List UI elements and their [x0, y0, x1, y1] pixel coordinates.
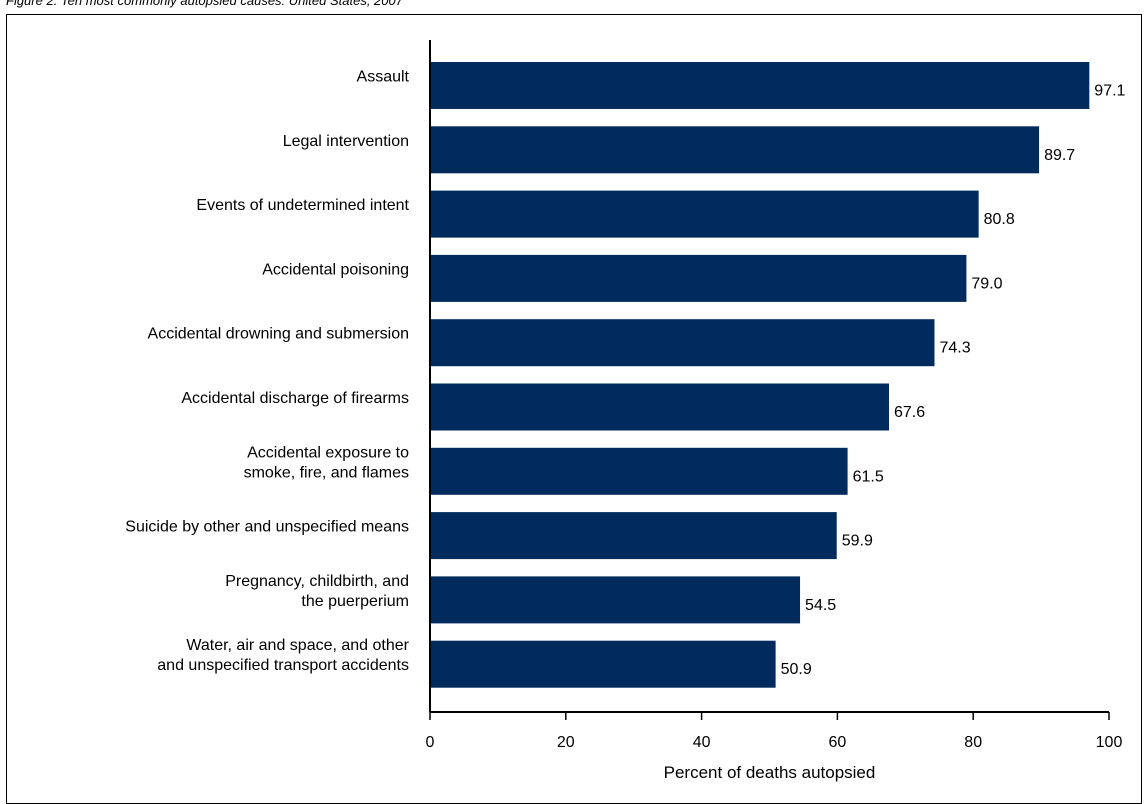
data-label: 97.1: [1094, 83, 1125, 100]
category-label: Water, air and space, and other and unspe…: [157, 637, 409, 674]
data-label: 50.9: [781, 661, 812, 678]
bar: [430, 62, 1090, 109]
category-label: Suicide by other and unspecified means: [125, 519, 409, 536]
category-label: Accidental drowning and submersion: [148, 326, 409, 343]
category-label: Events of undetermined intent: [196, 197, 409, 214]
category-label: Accidental exposure to smoke, fire, and f…: [244, 444, 410, 481]
category-label: Assault: [357, 69, 410, 86]
bar: [430, 576, 801, 624]
category-label: Legal intervention: [283, 133, 409, 150]
bar: [430, 447, 848, 495]
x-tick-label: 60: [829, 734, 847, 751]
x-tick-label: 80: [964, 734, 982, 751]
data-label: 80.8: [984, 211, 1015, 228]
data-label: 67.6: [894, 404, 925, 421]
data-label: 61.5: [853, 468, 884, 485]
x-tick-label: 100: [1096, 734, 1123, 751]
bar: [430, 383, 890, 431]
figure-caption: Figure 2. Ten most commonly autopsied ca…: [6, 0, 403, 8]
data-label: 79.0: [971, 275, 1002, 292]
x-tick-label: 20: [557, 734, 575, 751]
category-label: Accidental discharge of firearms: [181, 390, 409, 407]
bar: [430, 254, 967, 302]
bar: [430, 512, 837, 560]
x-tick-label: 40: [693, 734, 711, 751]
bar: [430, 190, 979, 238]
bar: [430, 640, 776, 688]
bar: [430, 126, 1040, 174]
data-label: 89.7: [1044, 147, 1075, 164]
category-label: Accidental poisoning: [262, 261, 409, 278]
data-label: 74.3: [939, 340, 970, 357]
x-axis-title: Percent of deaths autopsied: [664, 763, 876, 782]
category-label: Pregnancy, childbirth, and the puerperium: [225, 573, 409, 610]
bar: [430, 319, 935, 367]
x-tick-label: 0: [426, 734, 435, 751]
data-label: 59.9: [842, 533, 873, 550]
data-label: 54.5: [805, 597, 836, 614]
